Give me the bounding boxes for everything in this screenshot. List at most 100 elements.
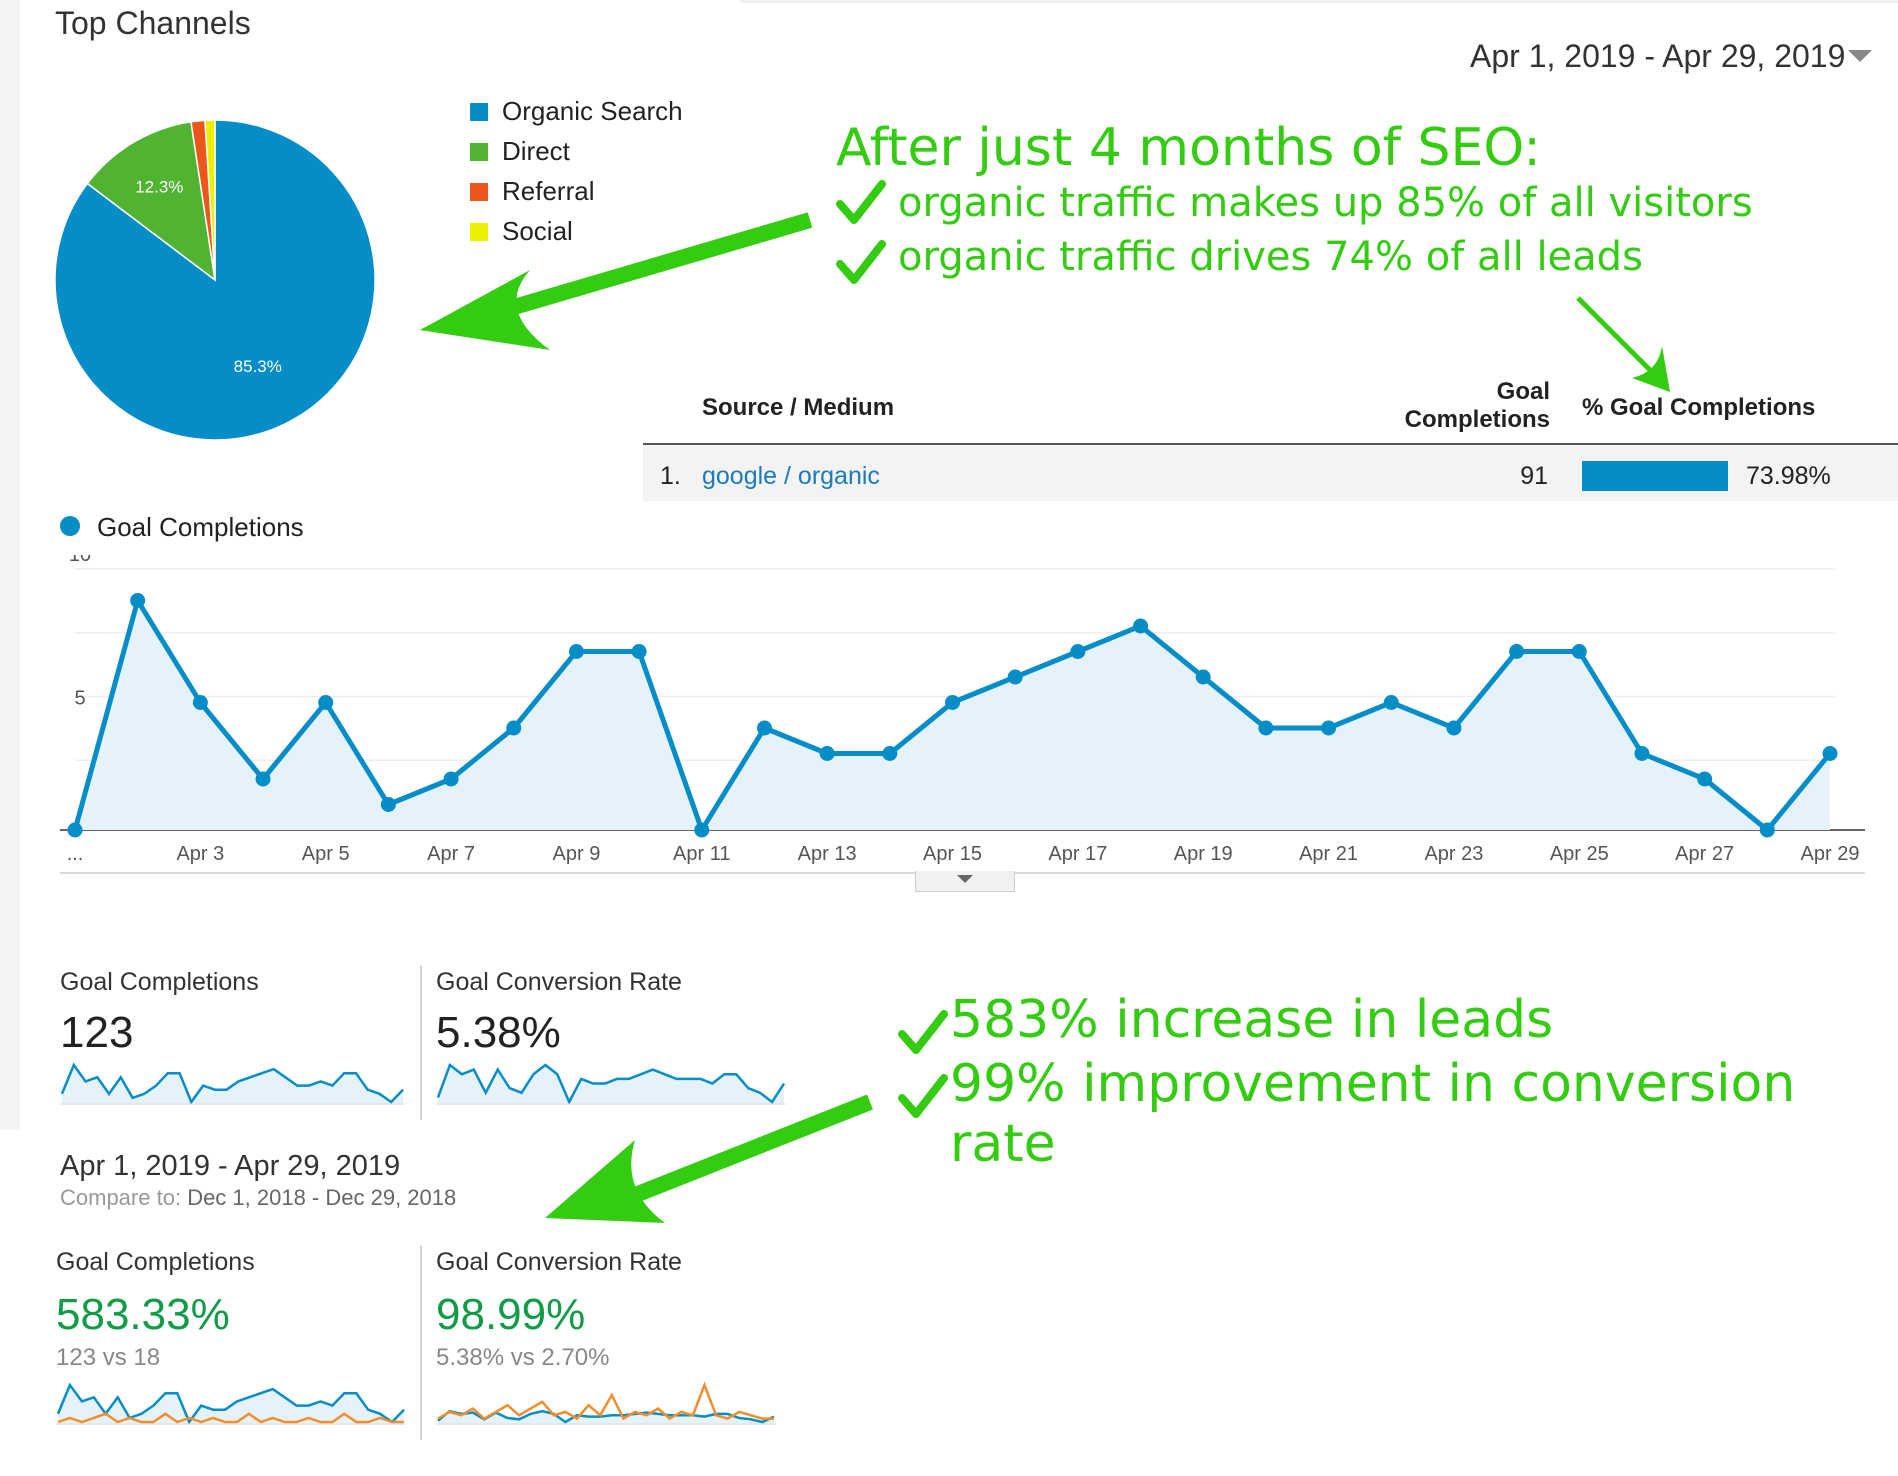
data-point[interactable] (1634, 746, 1650, 761)
check-icon (898, 1010, 948, 1063)
data-point[interactable] (1383, 695, 1399, 710)
table-header-rule (643, 443, 1898, 445)
data-point[interactable] (631, 644, 647, 659)
data-point[interactable] (380, 797, 396, 812)
legend-item[interactable]: Referral (470, 176, 594, 207)
row-rank: 1. (660, 462, 681, 490)
column-header-goal[interactable]: Goal Completions (1400, 378, 1550, 434)
sparkline-path (437, 1381, 774, 1421)
legend-label: Organic Search (502, 96, 683, 126)
compare-line: Compare to: Dec 1, 2018 - Dec 29, 2018 (60, 1185, 456, 1211)
date-range-picker[interactable]: Apr 1, 2019 - Apr 29, 2019 (1470, 38, 1846, 74)
pie-slice[interactable] (86, 120, 217, 282)
data-point[interactable] (1133, 618, 1149, 634)
compare-label-goal: Goal Completions (56, 1248, 255, 1276)
x-tick-label: Apr 23 (1424, 843, 1483, 865)
data-point[interactable] (318, 695, 334, 710)
page-title: Top Channels (55, 5, 251, 41)
sparkline-path (56, 1382, 405, 1425)
panel-gap (0, 1130, 20, 1476)
column-header-pct[interactable]: % Goal Completions (1582, 394, 1816, 421)
data-point[interactable] (255, 771, 271, 787)
metric-divider (420, 1245, 422, 1440)
column-header-goal-line: Goal (1496, 378, 1550, 405)
data-point[interactable] (756, 720, 772, 736)
goal-completions-value: 91 (1520, 462, 1548, 490)
data-point[interactable] (1571, 644, 1587, 659)
sparkline-area (62, 1065, 403, 1105)
x-tick-label: Apr 13 (798, 843, 857, 865)
data-point[interactable] (1509, 644, 1525, 659)
x-tick-label: Apr 11 (673, 843, 730, 865)
data-point[interactable] (819, 746, 835, 761)
data-point[interactable] (945, 695, 960, 710)
pie-slice-label: 12.3% (135, 178, 183, 197)
legend-label: Direct (502, 136, 570, 166)
annotation-point: organic traffic makes up 85% of all visi… (898, 180, 1753, 226)
area-fill (75, 600, 1830, 830)
pie-slice-label: 85.3% (234, 357, 282, 376)
legend-swatch (470, 222, 488, 241)
data-point[interactable] (1697, 771, 1713, 787)
check-icon (836, 240, 886, 293)
sparkline-goal (60, 1062, 405, 1105)
x-tick-label: Apr 9 (553, 843, 601, 865)
data-point[interactable] (1446, 720, 1462, 736)
arrow-left-icon (420, 212, 813, 350)
legend-item[interactable]: Organic Search (470, 96, 683, 127)
column-header-source[interactable]: Source / Medium (702, 394, 895, 421)
percent-value: 73.98% (1746, 462, 1831, 490)
chevron-down-icon[interactable] (1848, 50, 1872, 62)
caret-down-icon (957, 875, 973, 883)
metric-value-rate: 5.38% (436, 1008, 561, 1057)
x-tick-label: Apr 7 (427, 843, 475, 865)
chart-legend-label[interactable]: Goal Completions (97, 512, 304, 542)
data-point[interactable] (1258, 720, 1274, 736)
data-point[interactable] (1759, 822, 1775, 838)
sparkline-path (60, 1062, 404, 1105)
sparkline-path (436, 1062, 786, 1105)
compare-date-range[interactable]: Apr 1, 2019 - Apr 29, 2019 (60, 1150, 401, 1182)
top-divider (740, 0, 1898, 3)
y-tick-label: 5 (74, 688, 85, 710)
annotation-headline: After just 4 months of SEO: (836, 118, 1541, 178)
data-point[interactable] (694, 822, 710, 838)
percent-bar (1582, 461, 1728, 491)
x-tick-label: Apr 19 (1174, 843, 1233, 865)
x-tick-label: ... (67, 843, 84, 865)
x-tick-label: Apr 3 (176, 843, 224, 865)
data-point[interactable] (568, 644, 584, 659)
column-header-goal-line: Completions (1404, 406, 1550, 433)
source-link[interactable]: google / organic (702, 462, 880, 490)
sparkline-area (438, 1065, 784, 1105)
x-tick-label: Apr 25 (1550, 843, 1609, 865)
data-point[interactable] (1195, 669, 1211, 685)
legend-swatch (470, 102, 488, 121)
data-point[interactable] (443, 771, 459, 787)
check-icon (836, 180, 886, 233)
data-point[interactable] (1822, 746, 1838, 761)
data-point[interactable] (67, 822, 83, 838)
annotation-point: 583% increase in leads (950, 990, 1554, 1050)
legend-label: Social (502, 216, 573, 246)
x-tick-label: Apr 15 (923, 843, 982, 865)
data-point[interactable] (1321, 720, 1337, 736)
annotation-point: organic traffic drives 74% of all leads (898, 234, 1643, 280)
legend-item[interactable]: Social (470, 216, 573, 247)
sparkline-goal-compare (56, 1382, 406, 1425)
data-point[interactable] (130, 593, 146, 608)
sparkline-area (438, 1411, 774, 1425)
sparkline-rate-compare (436, 1381, 776, 1425)
data-point[interactable] (506, 720, 522, 736)
legend-item[interactable]: Direct (470, 136, 570, 167)
data-point[interactable] (882, 746, 898, 761)
compare-label-rate: Goal Conversion Rate (436, 1248, 682, 1276)
data-point[interactable] (192, 695, 208, 710)
x-tick-label: Apr 27 (1675, 843, 1734, 865)
data-point[interactable] (1070, 644, 1086, 659)
chart-expand-toggle[interactable] (915, 871, 1015, 892)
data-point[interactable] (1007, 669, 1023, 685)
pie-slice[interactable] (204, 119, 216, 281)
legend-swatch (470, 142, 488, 161)
x-tick-label: Apr 21 (1299, 843, 1358, 865)
